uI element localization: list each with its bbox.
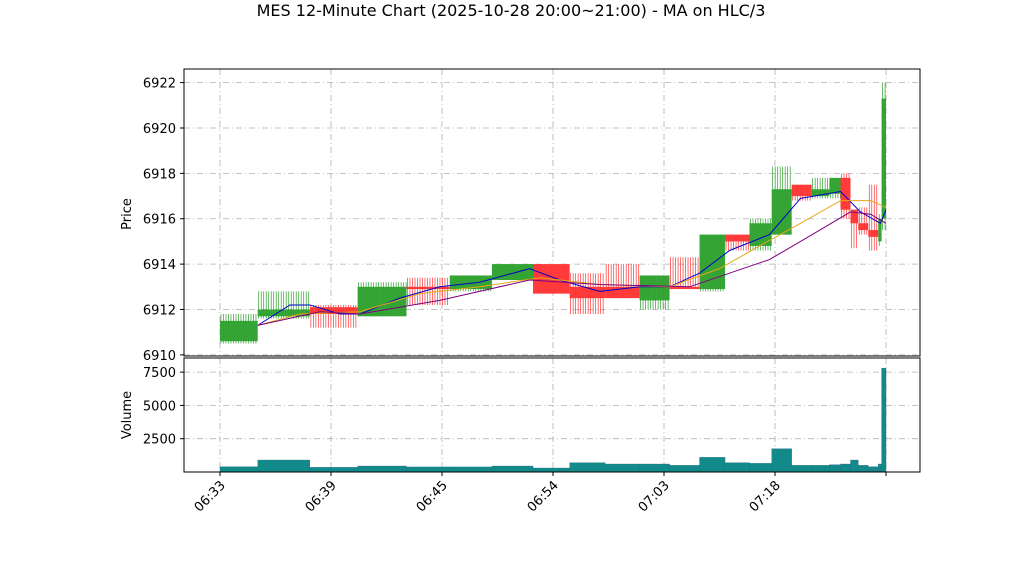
candle-body: [725, 234, 750, 242]
volume-bar: [724, 462, 750, 473]
volume-bar: [532, 467, 570, 473]
y-tick-label: 6914: [143, 258, 176, 273]
y-tick-label: 6912: [143, 303, 176, 318]
candle-wick: [725, 234, 749, 251]
x-tick-label: 07:18: [747, 478, 784, 515]
plot-layer: 6910 6912 6914 6916 6918 6920 6922 2500 5000 7500…: [143, 68, 921, 515]
volume-bar: [309, 467, 358, 473]
candle-body: [840, 177, 851, 210]
y-tick-label: 6920: [143, 122, 176, 137]
candle-body: [878, 218, 882, 242]
y-tick-label: 7500: [143, 366, 176, 381]
volume-bar: [829, 464, 841, 473]
candle-body: [858, 223, 869, 231]
candle-body: [850, 209, 859, 224]
volume-bar: [881, 367, 887, 473]
volume-bar: [749, 463, 772, 473]
volume-bar: [811, 465, 830, 473]
x-tick-label: 06:45: [414, 478, 451, 515]
candle-body: [639, 275, 670, 301]
candle-body: [699, 234, 726, 290]
candle-wick: [670, 257, 699, 287]
y-tick-label: 6910: [143, 349, 176, 364]
candle-body: [811, 189, 830, 197]
volume-bar: [878, 463, 882, 473]
ma-line: [257, 200, 887, 326]
volume-bar: [406, 466, 450, 473]
candle-body: [309, 307, 358, 315]
candle-body: [771, 189, 792, 235]
candle-body: [868, 230, 879, 237]
volume-bar: [449, 466, 493, 473]
volume-bar: [569, 462, 606, 473]
volume-bar: [669, 465, 700, 473]
ma-line: [257, 211, 887, 326]
chart-title: MES 12-Minute Chart (2025-10-28 20:00~21…: [257, 1, 766, 20]
candle-body: [406, 286, 450, 290]
volume-frame: [183, 357, 921, 473]
y-tick-label: 5000: [143, 399, 176, 414]
volume-bar: [219, 466, 258, 473]
volume-bar: [605, 463, 640, 473]
volume-axis-label: Volume: [120, 391, 135, 439]
candle-body: [449, 275, 492, 290]
candle-wick: [858, 207, 868, 235]
candle-wick: [310, 304, 357, 328]
candle-body: [219, 320, 258, 342]
y-tick-label: 6916: [143, 213, 176, 228]
candle-wick: [868, 184, 878, 251]
y-tick-label: 6918: [143, 167, 176, 182]
candle-body: [569, 286, 606, 299]
price-frame: [183, 68, 921, 357]
volume-bar: [858, 465, 869, 473]
x-tick-label: 06:33: [192, 478, 229, 515]
price-axis-label: Price: [120, 198, 135, 230]
candle-wick: [605, 264, 640, 299]
candle-body: [791, 184, 812, 197]
candle-body: [881, 98, 887, 219]
volume-bar: [850, 459, 859, 473]
x-tick-label: 07:03: [636, 478, 673, 515]
volume-bar: [491, 465, 534, 473]
volume-bar: [699, 457, 726, 473]
x-tick-label: 06:54: [525, 478, 562, 515]
volume-bar: [771, 448, 792, 473]
candle-wick: [812, 177, 829, 199]
y-tick-label: 6922: [143, 77, 176, 92]
candle-body: [829, 177, 841, 194]
volume-bar: [868, 466, 879, 473]
x-tick-label: 06:39: [303, 478, 340, 515]
volume-bar: [357, 465, 407, 473]
candle-body: [669, 286, 700, 290]
ma-line: [257, 190, 887, 326]
volume-bar: [840, 463, 851, 473]
volume-bar: [257, 459, 311, 473]
volume-bar: [639, 463, 670, 473]
y-tick-label: 2500: [143, 433, 176, 448]
volume-bar: [791, 465, 812, 473]
candle-body: [257, 309, 310, 317]
candle-body: [605, 286, 640, 299]
